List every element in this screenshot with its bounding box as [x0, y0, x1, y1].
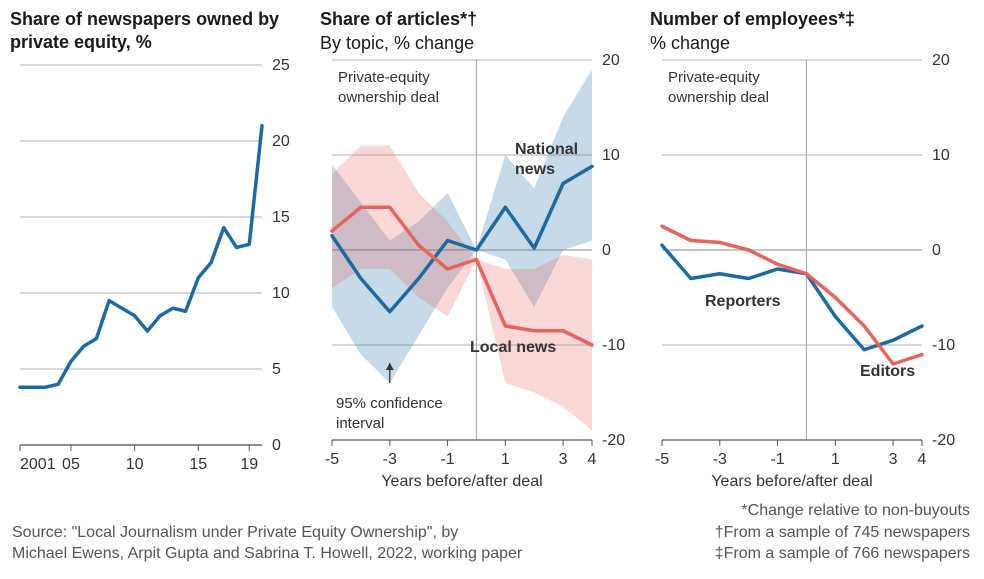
svg-text:-20: -20	[602, 432, 625, 449]
svg-text:-5: -5	[325, 451, 339, 468]
svg-text:10: 10	[272, 285, 290, 302]
svg-text:3: 3	[559, 451, 568, 468]
svg-text:Private-equity: Private-equity	[668, 69, 760, 86]
panel-1-title: Share of newspapers owned by private equ…	[10, 8, 320, 53]
svg-text:Private-equity: Private-equity	[338, 69, 430, 86]
panel-2: Share of articles*† By topic, % change -…	[320, 8, 650, 499]
svg-text:Reporters: Reporters	[705, 293, 781, 310]
svg-text:10: 10	[126, 456, 144, 473]
svg-text:-3: -3	[713, 451, 727, 468]
figure-root: Share of newspapers owned by private equ…	[0, 0, 984, 579]
svg-text:Local news: Local news	[470, 339, 556, 356]
svg-text:ownership deal: ownership deal	[338, 89, 439, 106]
svg-text:10: 10	[602, 147, 620, 164]
panel-2-subtitle: By topic, % change	[320, 33, 650, 54]
svg-text:25: 25	[272, 57, 290, 74]
svg-text:1: 1	[831, 451, 840, 468]
footnotes-left: Source: "Local Journalism under Private …	[12, 522, 522, 565]
svg-text:-5: -5	[655, 451, 669, 468]
svg-text:Editors: Editors	[860, 363, 915, 380]
svg-text:news: news	[515, 161, 555, 178]
svg-text:05: 05	[62, 456, 80, 473]
svg-text:95% confidence: 95% confidence	[336, 395, 443, 412]
svg-text:1: 1	[501, 451, 510, 468]
svg-text:0: 0	[602, 242, 611, 259]
svg-text:4: 4	[588, 451, 597, 468]
svg-text:20: 20	[272, 133, 290, 150]
panels-row: Share of newspapers owned by private equ…	[0, 0, 984, 499]
svg-text:2001: 2001	[20, 456, 56, 473]
note-line-3: ‡From a sample of 766 newspapers	[715, 543, 970, 565]
svg-text:interval: interval	[336, 415, 384, 432]
note-line-2: †From a sample of 745 newspapers	[715, 522, 970, 544]
svg-text:-1: -1	[440, 451, 454, 468]
svg-text:Years before/after deal: Years before/after deal	[381, 473, 542, 490]
svg-text:4: 4	[918, 451, 927, 468]
svg-text:-10: -10	[932, 337, 955, 354]
panel-3-title: Number of employees*‡	[650, 8, 974, 31]
svg-text:20: 20	[602, 54, 620, 69]
svg-text:National: National	[515, 141, 578, 158]
panel-3: Number of employees*‡ % change -20 -10 0 10…	[650, 8, 974, 499]
svg-text:0: 0	[272, 437, 281, 454]
panel-2-title: Share of articles*†	[320, 8, 650, 31]
source-line-2: Michael Ewens, Arpit Gupta and Sabrina T…	[12, 543, 522, 565]
svg-text:ownership deal: ownership deal	[668, 89, 769, 106]
svg-text:-1: -1	[770, 451, 784, 468]
panel-2-chart: -20 -10 0 10 20 -5 -3 -1 1 3 4 Years before/after d…	[320, 54, 650, 499]
panel-1: Share of newspapers owned by private equ…	[10, 8, 320, 499]
panel-3-subtitle: % change	[650, 33, 974, 54]
panel-1-chart: 0510152025200105101519	[10, 55, 320, 480]
svg-text:Years before/after deal: Years before/after deal	[711, 473, 872, 490]
source-line-1: Source: "Local Journalism under Private …	[12, 522, 522, 544]
svg-text:-20: -20	[932, 432, 955, 449]
panel-3-chart: -20 -10 0 10 20 -5 -3 -1 1 3 4 Years before/after d…	[650, 54, 974, 499]
note-line-1: *Change relative to non-buyouts	[715, 500, 970, 522]
svg-text:10: 10	[932, 147, 950, 164]
svg-text:-10: -10	[602, 337, 625, 354]
svg-text:-3: -3	[383, 451, 397, 468]
svg-text:15: 15	[189, 456, 207, 473]
svg-text:0: 0	[932, 242, 941, 259]
svg-text:15: 15	[272, 209, 290, 226]
svg-text:20: 20	[932, 54, 950, 69]
svg-text:3: 3	[889, 451, 898, 468]
svg-text:19: 19	[240, 456, 258, 473]
footnotes-right: *Change relative to non-buyouts †From a …	[715, 500, 970, 565]
svg-text:5: 5	[272, 361, 281, 378]
